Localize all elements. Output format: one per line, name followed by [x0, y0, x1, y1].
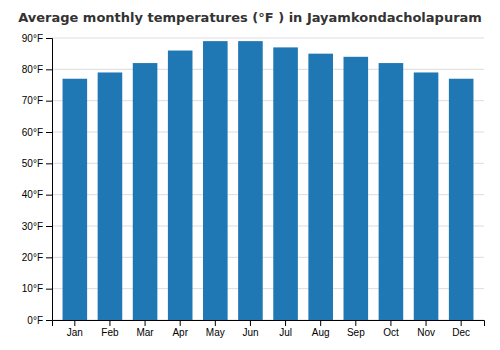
tick-label: Apr	[172, 327, 188, 338]
tick-mark	[46, 320, 52, 321]
tick-label: 80°F	[22, 64, 43, 75]
chart: Average monthly temperatures (°F ) in Ja…	[0, 0, 500, 350]
tick-mark	[180, 320, 181, 326]
tick-mark	[285, 320, 286, 326]
tick: Mar	[136, 320, 154, 338]
tick: Nov	[417, 320, 435, 338]
tick: Jun	[242, 320, 258, 338]
grid-line	[52, 69, 484, 70]
tick-mark	[355, 320, 356, 326]
tick-mark	[320, 320, 321, 326]
tick: 40°F	[22, 189, 52, 200]
tick: Aug	[312, 320, 330, 338]
bar	[98, 72, 123, 320]
tick: May	[206, 320, 225, 338]
bar	[449, 79, 474, 320]
tick-mark	[46, 226, 52, 227]
bar	[414, 72, 439, 320]
bar	[168, 51, 193, 320]
bar	[273, 47, 298, 320]
tick-mark	[46, 195, 52, 196]
title: Average monthly temperatures (°F ) in Ja…	[18, 10, 482, 25]
tick-mark	[46, 257, 52, 258]
y-axis: 0°F 10°F 20°F 30°F 40°F 50°F 60°F 70°F 80°F 90°F	[22, 33, 53, 326]
tick-mark	[46, 132, 52, 133]
tick-mark	[426, 320, 427, 326]
tick-label: 0°F	[27, 315, 43, 326]
tick-label: 10°F	[22, 283, 43, 294]
tick-label: Mar	[136, 327, 154, 338]
tick-label: Sep	[347, 327, 365, 338]
tick-mark	[215, 320, 216, 326]
tick-label: Jan	[67, 327, 83, 338]
plot: 0°F 10°F 20°F 30°F 40°F 50°F 60°F 70°F 80°F 90°F J…	[22, 33, 485, 338]
bars	[63, 41, 474, 320]
tick: Dec	[452, 320, 470, 338]
tick: 0°F	[27, 315, 52, 326]
tick-label: 40°F	[22, 189, 43, 200]
tick-label: Jul	[279, 327, 292, 338]
tick-label: 60°F	[22, 127, 43, 138]
tick-label: 30°F	[22, 221, 43, 232]
tick: 50°F	[22, 158, 52, 169]
tick: Jul	[279, 320, 292, 338]
tick-mark	[46, 69, 52, 70]
tick: Feb	[101, 320, 119, 338]
bar	[238, 41, 263, 320]
tick: 10°F	[22, 283, 52, 294]
axis-line	[53, 321, 485, 327]
tick-mark	[145, 320, 146, 326]
tick-label: Feb	[101, 327, 119, 338]
tick: 80°F	[22, 64, 52, 75]
tick-mark	[390, 320, 391, 326]
axis-line	[46, 39, 53, 321]
tick-label: 90°F	[22, 33, 43, 44]
tick: Apr	[172, 320, 188, 338]
tick: Oct	[383, 320, 399, 338]
tick-mark	[461, 320, 462, 326]
tick-label: 50°F	[22, 158, 43, 169]
grid	[52, 38, 484, 320]
tick: Sep	[347, 320, 365, 338]
tick: Jan	[67, 320, 83, 338]
tick-mark	[46, 289, 52, 290]
tick-mark	[46, 163, 52, 164]
tick-mark	[109, 320, 110, 326]
x-axis: Jan Feb Mar Apr May Jun Jul Aug Sep Oct Nov Dec	[53, 320, 485, 338]
tick-label: 20°F	[22, 252, 43, 263]
bar	[308, 54, 333, 320]
tick-mark	[46, 38, 52, 39]
tick-mark	[74, 320, 75, 326]
tick: 20°F	[22, 252, 52, 263]
bar	[63, 79, 88, 320]
tick-label: Aug	[312, 327, 330, 338]
tick-label: Oct	[383, 327, 399, 338]
tick-label: Jun	[242, 327, 258, 338]
bar	[203, 41, 228, 320]
tick-label: 70°F	[22, 95, 43, 106]
tick: 70°F	[22, 95, 52, 106]
tick-mark	[46, 101, 52, 102]
tick: 30°F	[22, 221, 52, 232]
tick-label: Dec	[452, 327, 470, 338]
bar	[344, 57, 369, 320]
grid-line	[52, 38, 484, 39]
tick-label: Nov	[417, 327, 435, 338]
tick: 90°F	[22, 33, 52, 44]
tick-mark	[250, 320, 251, 326]
bar	[379, 63, 404, 320]
tick: 60°F	[22, 127, 52, 138]
bar	[133, 63, 158, 320]
tick-label: May	[206, 327, 225, 338]
